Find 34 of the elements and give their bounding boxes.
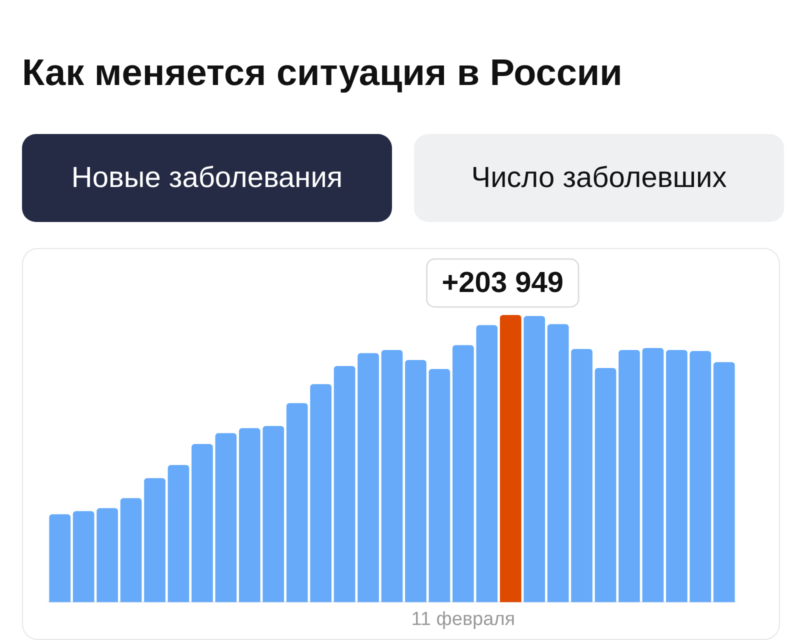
bar bbox=[96, 508, 118, 602]
bar bbox=[310, 384, 332, 602]
bar bbox=[238, 428, 260, 602]
bar bbox=[713, 362, 735, 602]
bar bbox=[120, 498, 142, 602]
text: Число заболевших bbox=[414, 134, 784, 222]
text: Новые заболевания bbox=[22, 134, 392, 222]
bar bbox=[358, 353, 379, 602]
bar bbox=[642, 348, 664, 602]
bar bbox=[381, 350, 403, 602]
bar bbox=[72, 511, 94, 602]
bar bbox=[192, 444, 213, 602]
bar bbox=[452, 345, 474, 602]
bar bbox=[618, 350, 640, 602]
bar bbox=[215, 433, 237, 602]
bar bbox=[476, 325, 498, 602]
bar bbox=[428, 369, 450, 602]
x-tick-label: 11 февраля bbox=[411, 608, 516, 630]
bar bbox=[144, 478, 166, 602]
bar bbox=[405, 360, 426, 602]
data-label: +203 949 bbox=[442, 267, 564, 299]
bar bbox=[524, 316, 546, 602]
bar bbox=[500, 315, 522, 602]
bar bbox=[571, 349, 592, 602]
bar bbox=[49, 514, 71, 602]
bar bbox=[594, 368, 616, 602]
bar bbox=[690, 350, 712, 602]
bar bbox=[666, 350, 688, 602]
bar bbox=[286, 403, 308, 602]
bar bbox=[168, 465, 190, 602]
bar bbox=[262, 426, 284, 602]
bar bbox=[547, 324, 569, 602]
chart-title: Как меняется ситуация в России bbox=[22, 52, 622, 94]
bar bbox=[334, 366, 356, 602]
